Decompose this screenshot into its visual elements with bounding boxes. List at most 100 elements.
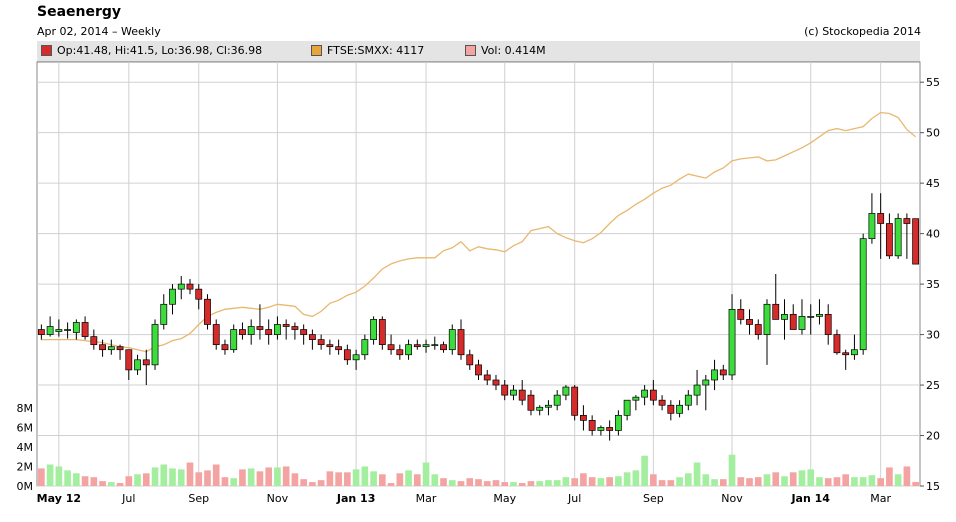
volume-bar xyxy=(719,479,727,486)
candle-body xyxy=(553,394,561,406)
chart-subtitle: Apr 02, 2014 – Weekly xyxy=(37,25,161,38)
candle-body xyxy=(824,314,832,335)
candle-body xyxy=(693,384,701,396)
volume-bar xyxy=(370,471,377,486)
candle xyxy=(475,359,482,380)
volume-bar xyxy=(177,469,185,486)
candle-body xyxy=(894,218,902,257)
candle-body xyxy=(885,223,893,257)
candle-body xyxy=(387,344,395,351)
index-line xyxy=(41,111,917,353)
chart-title: Seaenergy xyxy=(37,4,122,20)
candle-body xyxy=(833,334,841,354)
candle xyxy=(99,339,106,357)
volume-bar xyxy=(291,473,299,486)
candle xyxy=(169,284,176,315)
candle-body xyxy=(282,324,290,327)
volume-bar xyxy=(483,481,491,486)
volume-bar xyxy=(501,482,509,486)
volume-bar xyxy=(361,466,369,486)
candle-body xyxy=(221,344,229,351)
candle-body xyxy=(649,389,657,401)
candle xyxy=(282,319,290,340)
volume-bar xyxy=(38,468,45,486)
candle xyxy=(702,374,710,411)
candle xyxy=(676,400,683,418)
candle xyxy=(239,322,246,340)
volume-tick-label: 2M xyxy=(17,460,34,473)
candle xyxy=(274,316,281,340)
candle-body xyxy=(291,326,299,330)
candle-body xyxy=(142,359,150,366)
candle-body xyxy=(562,386,570,396)
volume-bar xyxy=(221,477,229,486)
candle xyxy=(580,405,587,431)
candle-body xyxy=(335,346,343,351)
volume-bar xyxy=(658,480,666,486)
candle xyxy=(684,390,692,411)
volume-bar xyxy=(466,478,474,486)
candle-body xyxy=(877,213,885,224)
candle xyxy=(107,339,115,355)
volume-bar xyxy=(545,480,552,486)
volume-bar xyxy=(842,474,850,486)
candle xyxy=(378,316,386,350)
volume-bar xyxy=(169,468,176,486)
candle-body xyxy=(99,344,106,351)
candle-body xyxy=(239,329,246,335)
candle xyxy=(746,309,753,335)
candle-body xyxy=(361,339,369,356)
volume-bar xyxy=(204,470,211,486)
volume-bar xyxy=(868,475,876,486)
candle xyxy=(719,364,727,380)
candle-body xyxy=(501,384,509,396)
candle xyxy=(134,354,141,375)
price-tick-label: 45 xyxy=(926,177,940,190)
price-tick-label: 40 xyxy=(926,228,940,241)
volume-bar xyxy=(247,468,255,486)
legend-bar: Op:41.48, Hi:41.5, Lo:36.98, Cl:36.98 FT… xyxy=(37,41,920,62)
volume-bar xyxy=(588,477,596,486)
candle xyxy=(422,339,430,353)
candle xyxy=(413,339,421,350)
candle-body xyxy=(72,322,80,333)
candle-body xyxy=(247,326,255,335)
volume-bar xyxy=(457,481,465,486)
candle xyxy=(789,304,797,330)
volume-bar xyxy=(571,478,578,486)
volume-bar xyxy=(684,473,692,486)
volume-bar xyxy=(195,472,203,486)
candle-body xyxy=(623,399,631,416)
legend-volume: Vol: 0.414M xyxy=(465,44,546,57)
volume-tick-label: 6M xyxy=(17,421,34,434)
candle-body xyxy=(204,298,211,325)
candle xyxy=(116,344,124,360)
candle-body xyxy=(789,314,797,330)
candle-body xyxy=(606,427,614,431)
candle-body xyxy=(702,379,710,386)
candle-body xyxy=(588,420,596,431)
x-tick-label: Mar xyxy=(870,492,891,505)
candle xyxy=(614,410,622,436)
candle xyxy=(894,213,902,259)
price-tick-label: 55 xyxy=(926,76,940,89)
candle-body xyxy=(781,314,788,320)
candle xyxy=(195,284,203,310)
volume-bar xyxy=(903,466,911,486)
copyright-notice: (c) Stockopedia 2014 xyxy=(804,25,921,38)
volume-bar xyxy=(816,477,823,486)
candle xyxy=(763,299,771,365)
volume-bar xyxy=(107,482,115,486)
candle-body xyxy=(632,396,640,401)
candle-body xyxy=(134,359,141,371)
volume-bar xyxy=(55,466,63,486)
price-tick-label: 35 xyxy=(926,278,940,291)
candle-body xyxy=(413,344,421,348)
volume-bar xyxy=(702,474,710,486)
x-tick-label: Mar xyxy=(416,492,437,505)
candle-body xyxy=(754,324,762,335)
volume-bar xyxy=(326,471,334,486)
candle-body xyxy=(422,344,430,348)
volume-bar xyxy=(160,464,168,486)
volume-bar xyxy=(650,474,657,486)
